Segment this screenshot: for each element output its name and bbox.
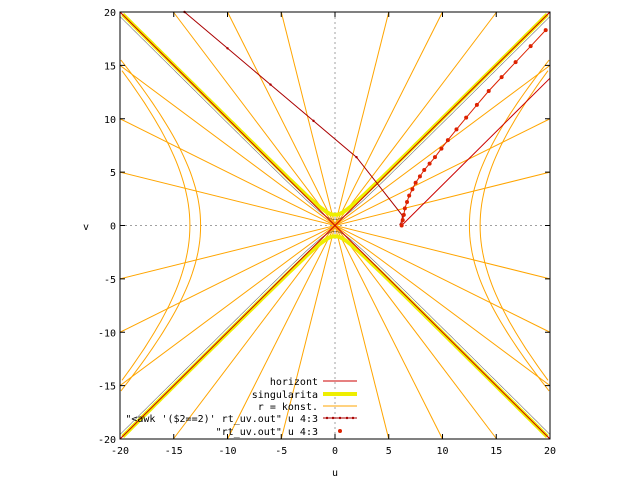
legend-label: r = konst. <box>258 402 318 413</box>
r-konst-hyperbola <box>468 59 550 392</box>
x-tick-label: 0 <box>332 446 338 457</box>
x-tick-label: -20 <box>111 446 129 457</box>
rt-uv-point <box>400 218 405 223</box>
x-tick-label: -5 <box>275 446 287 457</box>
x-tick-label: 15 <box>490 446 502 457</box>
y-tick-label: 15 <box>104 61 116 72</box>
y-tick-label: 5 <box>110 168 116 179</box>
x-tick-label: 10 <box>436 446 448 457</box>
x-tick-label: -10 <box>218 446 236 457</box>
awk-series-point <box>226 47 229 50</box>
rt-uv-point <box>432 155 437 160</box>
x-tick-label: -15 <box>165 446 183 457</box>
r-konst-hyperbola <box>479 70 549 381</box>
y-tick-label: 20 <box>104 8 116 19</box>
rt-uv-point <box>513 60 518 65</box>
legend-swatch-point <box>331 416 335 420</box>
rt-uv-line <box>401 29 547 226</box>
r-konst-hyperbola <box>121 70 191 381</box>
legend-label: horizont <box>270 377 318 388</box>
rt-uv-point <box>401 212 406 217</box>
rt-uv-point <box>427 161 432 166</box>
awk-series-point <box>355 155 358 159</box>
rt-uv-point <box>464 115 469 120</box>
x-axis-label: u <box>332 468 338 479</box>
legend-label: "<awk '($2==2)' rt_uv.out" u 4:3 <box>125 414 318 425</box>
legend-swatch-point <box>338 416 342 420</box>
y-tick-label: -20 <box>98 435 116 446</box>
awk-series-point <box>312 119 315 123</box>
legend-label: singularita <box>252 390 318 401</box>
legend-swatch-point <box>345 416 349 420</box>
y-tick-label: -5 <box>104 275 116 286</box>
y-tick-label: -10 <box>98 328 116 339</box>
rt-uv-point <box>445 138 450 143</box>
horizont-lines <box>119 11 551 440</box>
rt-uv-point <box>474 102 479 107</box>
rt-uv-point <box>499 75 504 80</box>
y-tick-label: 10 <box>104 115 116 126</box>
awk-series-point <box>269 83 272 86</box>
x-tick-label: 20 <box>544 446 556 457</box>
singularita-edge <box>119 231 551 435</box>
legend-swatch-point <box>325 416 329 420</box>
rt-uv-point <box>399 223 404 228</box>
rt-uv-point <box>413 180 418 185</box>
rt-uv-point <box>402 206 407 211</box>
rt-uv-point <box>410 187 415 192</box>
y-tick-label: 0 <box>110 222 116 233</box>
horizont-line <box>119 11 551 440</box>
rt-uv-point <box>528 44 533 49</box>
rt-uv-point <box>486 88 491 93</box>
awk-series-line <box>401 77 551 226</box>
rt-uv-point <box>454 127 459 132</box>
rt-uv-point <box>405 200 410 205</box>
y-tick-label: -15 <box>98 382 116 393</box>
rt-uv-series <box>399 28 548 228</box>
r-konst-hyperbola <box>120 59 202 392</box>
rt-uv-point <box>439 146 444 151</box>
singularita-edge <box>119 16 551 220</box>
rt-uv-point <box>543 28 548 33</box>
y-axis-label: v <box>83 222 89 233</box>
rt-uv-point <box>422 167 427 172</box>
legend-swatch-point <box>351 416 355 420</box>
legend-swatch-point <box>338 429 342 433</box>
rt-uv-point <box>407 193 412 198</box>
x-tick-label: 5 <box>386 446 392 457</box>
legend-label: "rt_uv.out" u 4:3 <box>216 427 318 438</box>
rt-uv-point <box>417 174 422 179</box>
axis-ticks: -20 -15 -10 -5 0 5 10 15 20 -20 -15 -10 -5 0 5 10 15 20 <box>98 8 556 457</box>
